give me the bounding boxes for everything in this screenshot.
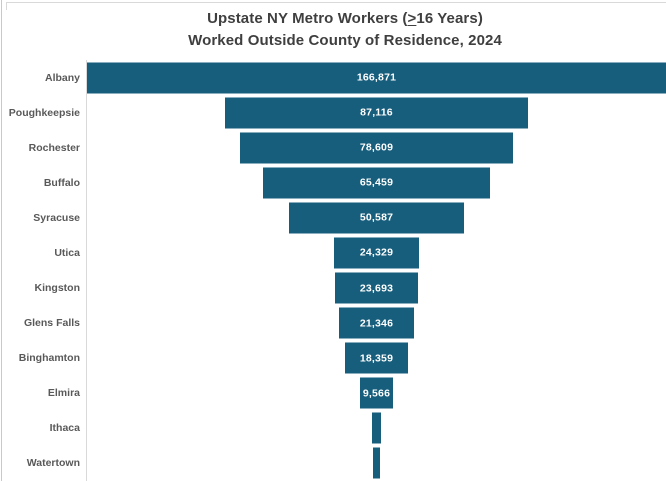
bar-track: 23,693 — [86, 270, 666, 306]
bar-value-label: 50,587 — [359, 211, 394, 224]
bar-track: 18,359 — [86, 340, 666, 376]
window-left-edge — [1, 0, 2, 481]
bar-track: 78,609 — [86, 130, 666, 166]
chart-row: Syracuse 50,587 — [0, 200, 666, 236]
chart-row: Ithaca — [0, 410, 666, 446]
bar: 24,329 — [334, 237, 419, 269]
bar-track: 50,587 — [86, 200, 666, 236]
chart-row: Binghamton 18,359 — [0, 340, 666, 376]
bar-value-label: 9,566 — [362, 387, 391, 400]
bar-track: 166,871 — [86, 60, 666, 96]
chart-title-line2: Worked Outside County of Residence, 2024 — [188, 32, 502, 49]
bar: 9,566 — [359, 377, 394, 409]
bar: 78,609 — [240, 132, 513, 164]
bar: 21,346 — [339, 307, 414, 339]
bar: 166,871 — [87, 62, 666, 94]
bar: 65,459 — [262, 167, 491, 199]
bar — [371, 412, 382, 444]
bar: 50,587 — [288, 202, 465, 234]
category-label: Syracuse — [33, 211, 80, 224]
greater-equal-symbol: > — [407, 10, 417, 27]
chart-row: Buffalo 65,459 — [0, 165, 666, 201]
chart-row: Kingston 23,693 — [0, 270, 666, 306]
chart-row: Albany 166,871 — [0, 60, 666, 96]
chart-row: Watertown — [0, 445, 666, 481]
bar-track: 24,329 — [86, 235, 666, 271]
category-label: Rochester — [28, 141, 80, 154]
bar: 87,116 — [225, 97, 528, 129]
chart-row: Glens Falls 21,346 — [0, 305, 666, 341]
category-label: Kingston — [34, 282, 81, 294]
bar: 23,693 — [335, 272, 418, 304]
bar-value-label: 24,329 — [359, 246, 394, 259]
bar-track: 21,346 — [86, 305, 666, 341]
bar-track: 9,566 — [86, 375, 666, 411]
bar-track — [86, 410, 666, 446]
bar-value-label: 78,609 — [359, 141, 394, 154]
bar — [373, 447, 380, 479]
bar-track — [86, 445, 666, 481]
category-label: Elmira — [47, 387, 80, 400]
bar-value-label: 18,359 — [359, 352, 394, 365]
chart-frame-border-top — [6, 2, 666, 3]
chart-frame-border-left — [6, 2, 7, 10]
chart-row: Poughkeepsie 87,116 — [0, 95, 666, 131]
category-label: Albany — [44, 71, 80, 84]
chart-row: Rochester 78,609 — [0, 130, 666, 166]
chart-row: Utica 24,329 — [0, 235, 666, 271]
category-label: Glens Falls — [23, 317, 80, 330]
category-label: Ithaca — [49, 422, 80, 435]
bar-track: 65,459 — [86, 165, 666, 201]
plot-area: Albany 166,871 Poughkeepsie 87,116 Rochester… — [0, 60, 666, 481]
bar-value-label: 21,346 — [359, 317, 394, 330]
chart-title-line1: Upstate NY Metro Workers (>16 Years) — [207, 10, 483, 27]
bar-value-label: 65,459 — [359, 176, 394, 189]
bar-value-label: 166,871 — [356, 71, 397, 84]
bar-value-label: 23,693 — [359, 282, 394, 294]
category-label: Watertown — [26, 457, 80, 470]
category-label: Utica — [54, 246, 80, 259]
chart-title: Upstate NY Metro Workers (>16 Years) Wor… — [30, 8, 660, 52]
category-label: Buffalo — [43, 176, 80, 189]
bar-value-label: 87,116 — [360, 106, 393, 119]
category-label: Poughkeepsie — [8, 106, 80, 119]
bar-track: 87,116 — [86, 95, 666, 131]
bar: 18,359 — [344, 342, 409, 374]
category-label: Binghamton — [18, 352, 80, 365]
chart-row: Elmira 9,566 — [0, 375, 666, 411]
